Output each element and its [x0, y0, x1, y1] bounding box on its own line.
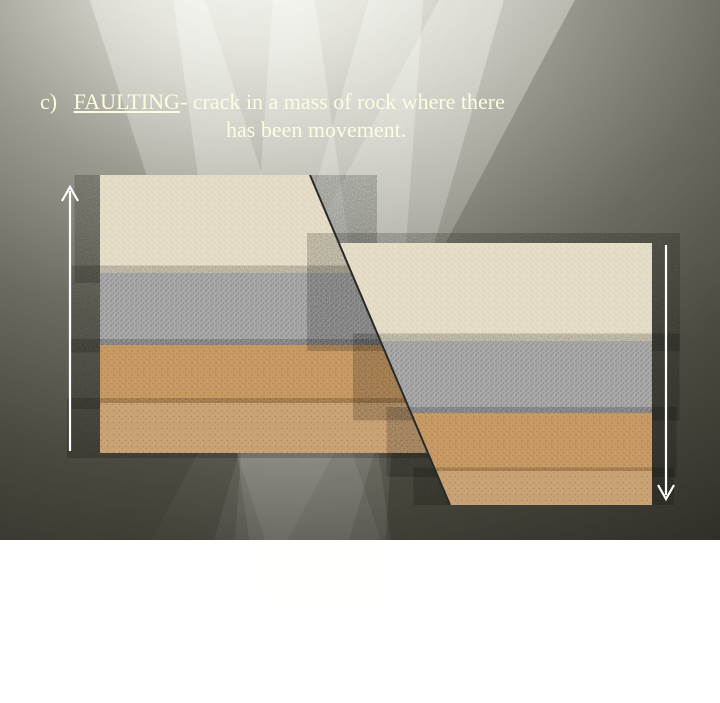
layer-tan-left [100, 403, 428, 453]
definition-line2: has been movement. [226, 116, 680, 144]
definition-line1: - crack in a mass of rock where there [180, 89, 505, 114]
layer-ochre-right [411, 413, 652, 471]
list-label: c) [40, 89, 57, 114]
layer-grey-left [100, 273, 382, 345]
layer-cream-left [100, 175, 352, 273]
arrow-down-icon [658, 245, 674, 499]
layer-grey-right [380, 341, 652, 413]
arrow-up-icon [62, 187, 78, 451]
fault-diagram [40, 175, 680, 505]
term-faulting: FAULTING [74, 89, 180, 114]
layer-ochre-left [100, 345, 407, 403]
slide-background: c) FAULTING- crack in a mass of rock whe… [0, 0, 720, 540]
fault-svg [40, 175, 680, 505]
offset-shadow [310, 175, 652, 243]
layer-tan-right [436, 471, 652, 505]
layer-cream-right [339, 243, 652, 341]
definition-text: c) FAULTING- crack in a mass of rock whe… [40, 88, 680, 144]
